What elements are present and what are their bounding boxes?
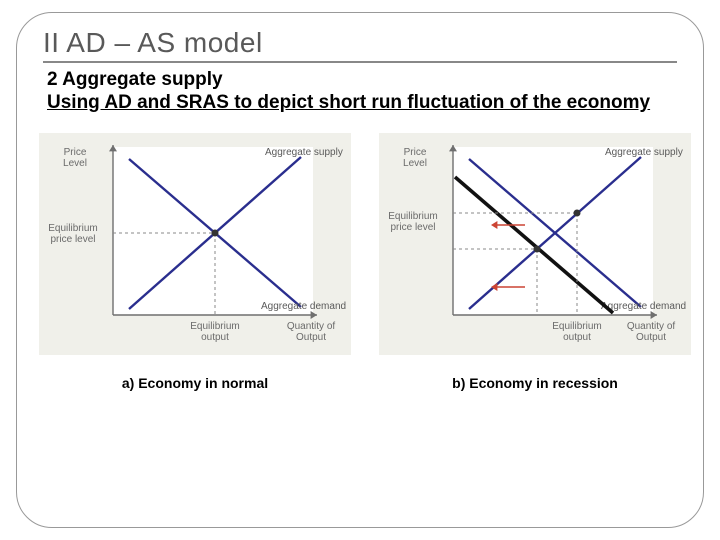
slide-title: II AD – AS model bbox=[43, 27, 677, 63]
diagram-b-chart: PriceLevelQuantity ofOutputAggregate sup… bbox=[375, 129, 695, 359]
svg-text:Aggregate demand: Aggregate demand bbox=[261, 301, 346, 312]
diagram-b-caption: b) Economy in recession bbox=[452, 375, 618, 391]
diagram-row: PriceLevelQuantity ofOutputAggregate sup… bbox=[35, 129, 677, 391]
diagram-b-panel: PriceLevelQuantity ofOutputAggregate sup… bbox=[375, 129, 695, 391]
svg-text:Equilibriumprice level: Equilibriumprice level bbox=[388, 211, 437, 233]
svg-text:Aggregate demand: Aggregate demand bbox=[601, 301, 686, 312]
diagram-a-panel: PriceLevelQuantity ofOutputAggregate sup… bbox=[35, 129, 355, 391]
svg-text:Equilibriumprice level: Equilibriumprice level bbox=[48, 223, 97, 245]
svg-text:Aggregate supply: Aggregate supply bbox=[605, 147, 683, 158]
subsection-heading: Using AD and SRAS to depict short run fl… bbox=[47, 91, 677, 115]
diagram-a-chart: PriceLevelQuantity ofOutputAggregate sup… bbox=[35, 129, 355, 359]
svg-text:Aggregate supply: Aggregate supply bbox=[265, 147, 343, 158]
svg-text:PriceLevel: PriceLevel bbox=[403, 147, 427, 169]
svg-text:PriceLevel: PriceLevel bbox=[63, 147, 87, 169]
section-heading: 2 Aggregate supply bbox=[47, 69, 677, 91]
diagram-a-caption: a) Economy in normal bbox=[122, 375, 268, 391]
slide-frame: II AD – AS model 2 Aggregate supply Usin… bbox=[16, 12, 704, 528]
